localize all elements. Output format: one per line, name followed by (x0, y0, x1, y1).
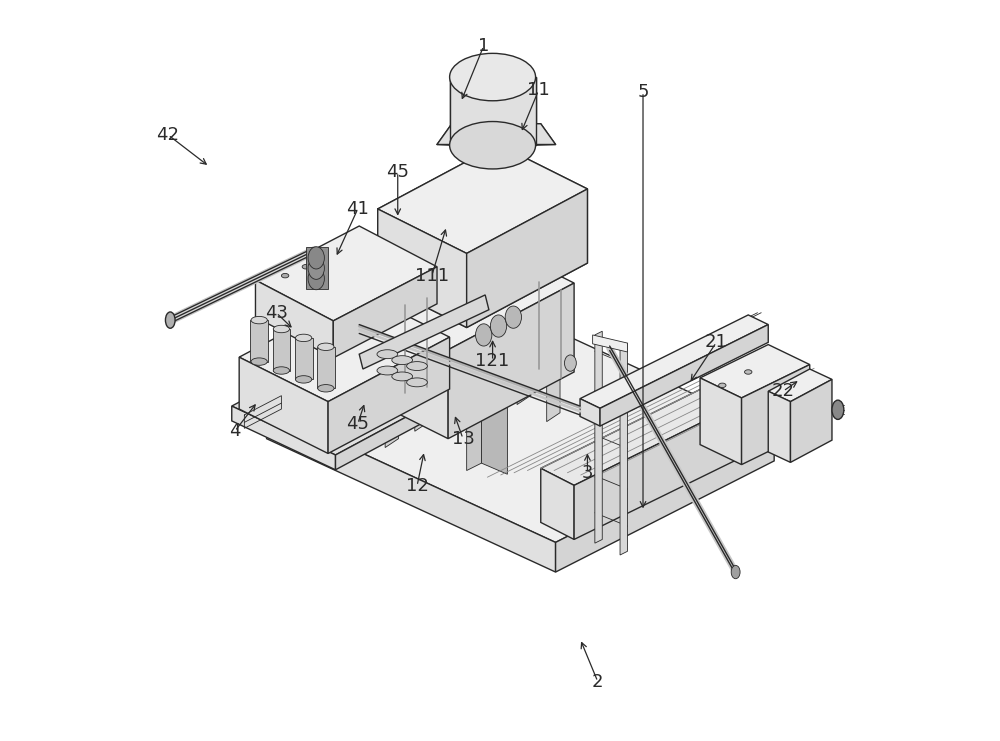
Polygon shape (359, 295, 489, 369)
Polygon shape (467, 385, 481, 471)
Polygon shape (306, 247, 328, 289)
Ellipse shape (407, 362, 427, 370)
Ellipse shape (308, 247, 324, 269)
Polygon shape (335, 391, 454, 470)
Ellipse shape (377, 366, 398, 375)
Polygon shape (232, 342, 454, 455)
Text: 21: 21 (705, 333, 728, 351)
Ellipse shape (490, 315, 507, 337)
Text: 43: 43 (265, 304, 288, 322)
Polygon shape (232, 406, 335, 470)
Text: 121: 121 (475, 352, 510, 370)
Ellipse shape (832, 400, 844, 419)
Polygon shape (481, 385, 507, 474)
Text: 1: 1 (478, 37, 489, 55)
Polygon shape (547, 343, 560, 422)
Ellipse shape (318, 385, 334, 392)
Polygon shape (580, 399, 600, 426)
Polygon shape (467, 189, 587, 328)
Text: 2: 2 (592, 673, 604, 691)
Polygon shape (328, 337, 450, 453)
Polygon shape (593, 335, 627, 352)
Polygon shape (378, 144, 587, 253)
Ellipse shape (377, 350, 398, 359)
Text: 22: 22 (772, 382, 795, 400)
Ellipse shape (731, 565, 740, 579)
Polygon shape (541, 359, 795, 485)
Polygon shape (700, 345, 810, 398)
Ellipse shape (281, 273, 289, 278)
Polygon shape (574, 376, 795, 539)
Ellipse shape (273, 367, 290, 374)
Polygon shape (317, 347, 335, 388)
Ellipse shape (450, 53, 536, 101)
Text: 4: 4 (229, 422, 240, 440)
Ellipse shape (392, 372, 413, 381)
Ellipse shape (308, 268, 324, 290)
Text: 3: 3 (582, 464, 593, 482)
Polygon shape (595, 331, 602, 543)
Polygon shape (450, 77, 536, 145)
Polygon shape (768, 391, 790, 462)
Text: 11: 11 (527, 82, 550, 99)
Polygon shape (255, 226, 437, 321)
Ellipse shape (320, 256, 327, 260)
Polygon shape (600, 325, 768, 426)
Ellipse shape (165, 312, 175, 328)
Ellipse shape (295, 376, 312, 383)
Polygon shape (359, 305, 448, 439)
Polygon shape (359, 239, 574, 350)
Polygon shape (556, 431, 774, 572)
Ellipse shape (251, 358, 267, 365)
Polygon shape (255, 280, 333, 358)
Polygon shape (517, 326, 530, 405)
Ellipse shape (719, 383, 726, 388)
Polygon shape (437, 124, 556, 144)
Polygon shape (267, 298, 774, 542)
Text: 5: 5 (637, 83, 649, 101)
Polygon shape (700, 378, 742, 465)
Text: 111: 111 (415, 267, 449, 285)
Text: 13: 13 (452, 430, 474, 448)
Polygon shape (415, 353, 428, 431)
Polygon shape (620, 343, 627, 555)
Polygon shape (790, 379, 832, 462)
Polygon shape (378, 209, 467, 328)
Polygon shape (742, 365, 810, 465)
Ellipse shape (318, 343, 334, 350)
Ellipse shape (392, 356, 413, 365)
Polygon shape (267, 409, 556, 572)
Polygon shape (295, 338, 313, 379)
Text: 45: 45 (386, 163, 409, 181)
Polygon shape (768, 369, 832, 402)
Polygon shape (273, 329, 290, 370)
Text: 42: 42 (157, 126, 180, 144)
Ellipse shape (273, 325, 290, 333)
Ellipse shape (302, 265, 310, 269)
Text: 45: 45 (346, 415, 369, 433)
Ellipse shape (407, 378, 427, 387)
Ellipse shape (295, 334, 312, 342)
Ellipse shape (308, 257, 324, 279)
Ellipse shape (505, 306, 521, 328)
Polygon shape (250, 320, 268, 362)
Ellipse shape (564, 355, 576, 371)
Text: 41: 41 (346, 200, 369, 218)
Polygon shape (580, 315, 768, 408)
Ellipse shape (251, 316, 267, 324)
Polygon shape (239, 357, 328, 453)
Polygon shape (385, 369, 398, 448)
Ellipse shape (476, 324, 492, 346)
Ellipse shape (450, 122, 536, 169)
Ellipse shape (745, 370, 752, 374)
Text: 12: 12 (406, 477, 428, 495)
Polygon shape (541, 468, 574, 539)
Polygon shape (239, 293, 450, 402)
Polygon shape (333, 267, 437, 358)
Polygon shape (448, 283, 574, 439)
